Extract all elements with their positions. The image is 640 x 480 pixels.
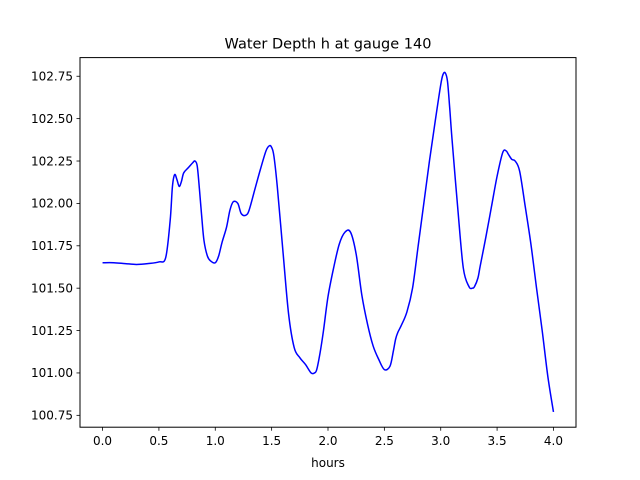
x-axis-label: hours [311,456,345,470]
y-tick-label: 101.75 [31,239,73,253]
y-tick-label: 101.00 [31,366,73,380]
x-tick-label: 1.5 [262,434,281,448]
y-tick-label: 101.50 [31,281,73,295]
y-axis-ticks: 100.75 101.00 101.25 101.50 101.75 102.00 102.… [31,70,80,423]
x-tick-label: 2.0 [318,434,337,448]
series-layer [102,71,555,413]
x-tick-label: 0.0 [93,434,112,448]
x-tick-label: 1.0 [206,434,225,448]
x-tick-label: 4.0 [544,434,563,448]
x-tick-label: 3.5 [488,434,507,448]
x-tick-label: 0.5 [149,434,168,448]
y-tick-label: 102.00 [31,197,73,211]
chart-title: Water Depth h at gauge 140 [225,37,432,53]
x-axis-ticks: 0.0 0.5 1.0 1.5 2.0 2.5 3.0 3.5 4.0 [93,427,563,448]
x-tick-label: 2.5 [375,434,394,448]
y-tick-label: 102.75 [31,70,73,84]
y-tick-label: 102.50 [31,112,73,126]
x-tick-label: 3.0 [431,434,450,448]
series-line-0 [102,71,555,413]
plot-background [80,57,576,428]
y-tick-label: 102.25 [31,154,73,168]
y-tick-label: 100.75 [31,409,73,423]
y-tick-label: 101.25 [31,324,73,338]
